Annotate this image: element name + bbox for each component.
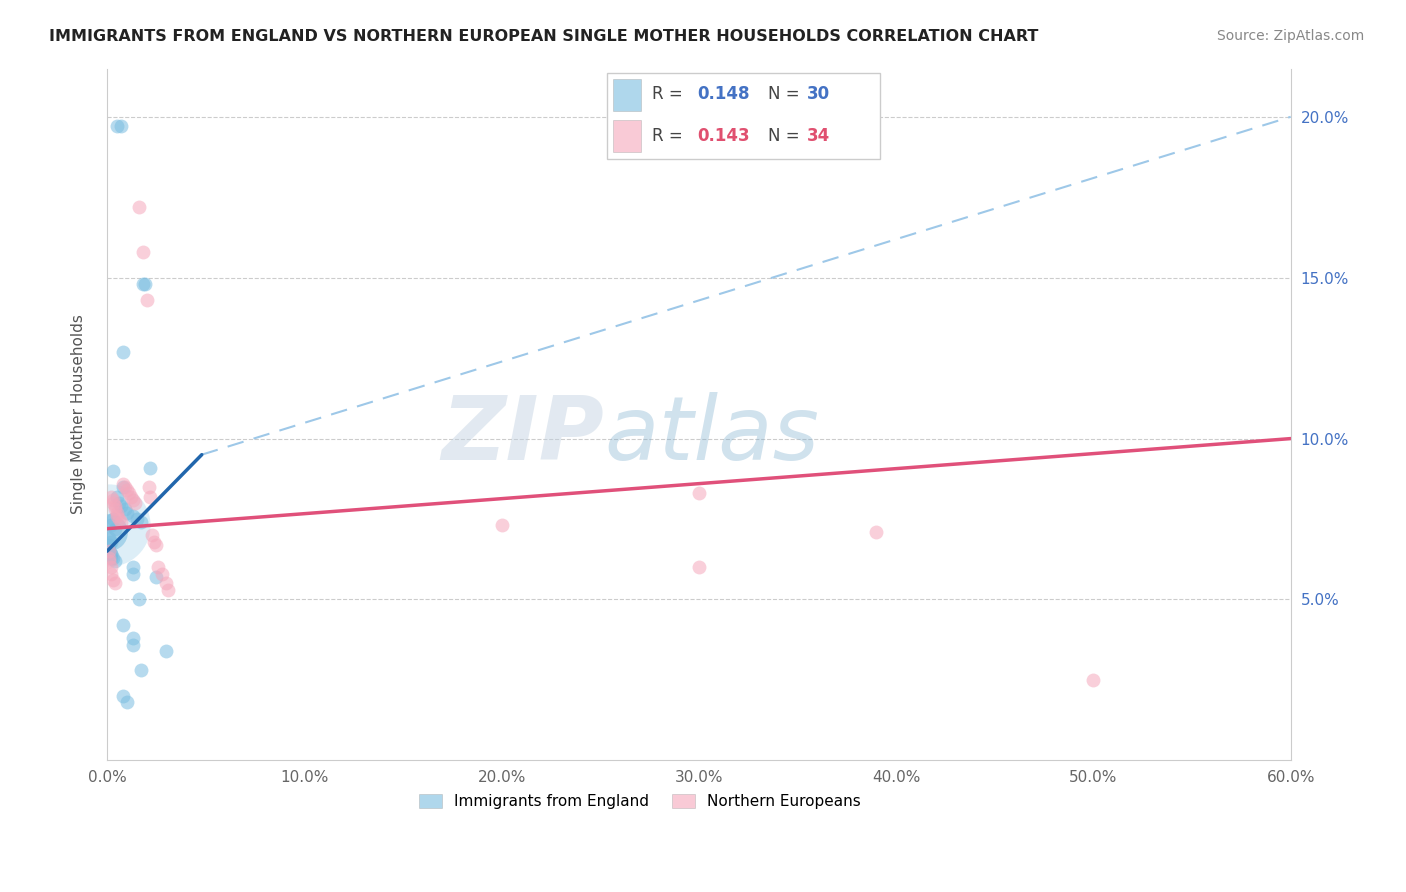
Y-axis label: Single Mother Households: Single Mother Households	[72, 315, 86, 515]
Point	[105, 508, 128, 523]
Point	[128, 200, 150, 214]
Bar	[613, 120, 641, 152]
Point	[688, 486, 710, 500]
Point	[110, 120, 132, 134]
Point	[145, 570, 167, 584]
Point	[104, 499, 127, 513]
Point	[101, 550, 124, 565]
Point	[148, 560, 170, 574]
Point	[98, 518, 121, 533]
Point	[98, 544, 121, 558]
Point	[145, 538, 167, 552]
Text: 34: 34	[807, 127, 831, 145]
Point	[101, 496, 124, 510]
Point	[131, 244, 153, 259]
Point	[100, 534, 122, 549]
Point	[143, 534, 166, 549]
Point	[104, 576, 127, 591]
Point	[105, 120, 128, 134]
Point	[100, 560, 122, 574]
Point	[104, 502, 127, 516]
Point	[104, 522, 127, 536]
Point	[105, 506, 128, 520]
Text: N =: N =	[768, 127, 804, 145]
Point	[491, 518, 513, 533]
Point	[131, 277, 153, 292]
Point	[135, 293, 157, 308]
Point	[121, 566, 143, 581]
Point	[100, 490, 122, 504]
Point	[155, 576, 177, 591]
Point	[121, 492, 143, 507]
Point	[110, 515, 132, 529]
Point	[129, 663, 152, 677]
Point	[98, 544, 121, 558]
Point	[138, 480, 160, 494]
Point	[98, 532, 121, 546]
Point	[1083, 673, 1105, 687]
Point	[111, 476, 134, 491]
Point	[108, 512, 131, 526]
Point	[118, 486, 141, 500]
Point	[101, 492, 124, 507]
Point	[98, 550, 121, 565]
Point	[100, 518, 122, 533]
Point	[101, 464, 124, 478]
Point	[100, 548, 122, 562]
Point	[104, 554, 127, 568]
Point	[98, 554, 121, 568]
Point	[98, 524, 121, 539]
Text: Source: ZipAtlas.com: Source: ZipAtlas.com	[1216, 29, 1364, 43]
Point	[111, 344, 134, 359]
Text: ZIP: ZIP	[441, 392, 605, 479]
Point	[98, 538, 121, 552]
Text: IMMIGRANTS FROM ENGLAND VS NORTHERN EUROPEAN SINGLE MOTHER HOUSEHOLDS CORRELATIO: IMMIGRANTS FROM ENGLAND VS NORTHERN EURO…	[49, 29, 1039, 44]
FancyBboxPatch shape	[607, 73, 880, 159]
Point	[865, 524, 887, 539]
Point	[128, 592, 150, 607]
Point	[100, 566, 122, 581]
Point	[121, 638, 143, 652]
Point	[157, 582, 180, 597]
Point	[124, 496, 146, 510]
Text: 30: 30	[807, 85, 830, 103]
Point	[115, 506, 138, 520]
Point	[98, 544, 121, 558]
Point	[101, 573, 124, 587]
Bar	[613, 79, 641, 111]
Point	[114, 480, 136, 494]
Point	[111, 480, 134, 494]
Point	[134, 277, 156, 292]
Point	[101, 512, 124, 526]
Point	[150, 566, 173, 581]
Point	[114, 502, 136, 516]
Text: R =: R =	[652, 127, 689, 145]
Point	[139, 460, 162, 475]
Text: atlas: atlas	[605, 392, 820, 478]
Text: R =: R =	[652, 85, 689, 103]
Legend: Immigrants from England, Northern Europeans: Immigrants from England, Northern Europe…	[412, 788, 866, 815]
Point	[100, 550, 122, 565]
Point	[155, 644, 177, 658]
Point	[121, 508, 143, 523]
Point	[120, 490, 142, 504]
Point	[115, 696, 138, 710]
Text: N =: N =	[768, 85, 804, 103]
Point	[121, 560, 143, 574]
Point	[105, 490, 128, 504]
Point	[111, 618, 134, 632]
Point	[111, 689, 134, 703]
Point	[129, 515, 152, 529]
Point	[141, 528, 163, 542]
Text: 0.148: 0.148	[697, 85, 749, 103]
Point	[100, 548, 122, 562]
Point	[110, 499, 132, 513]
Point	[139, 490, 162, 504]
Text: 0.143: 0.143	[697, 127, 749, 145]
Point	[115, 483, 138, 497]
Point	[108, 496, 131, 510]
Point	[125, 512, 148, 526]
Point	[121, 631, 143, 645]
Point	[688, 560, 710, 574]
